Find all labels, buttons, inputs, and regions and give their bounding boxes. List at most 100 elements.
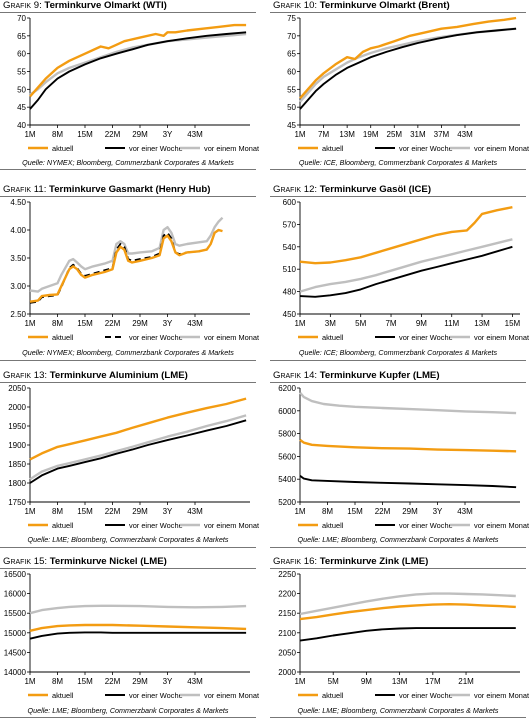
bottom-rule: [0, 360, 256, 361]
y-tick-label: 2200: [278, 590, 296, 599]
y-tick-label: 3.50: [10, 254, 26, 263]
y-tick-label: 3.00: [10, 282, 26, 291]
series-line-vor-einem-monat: [299, 238, 513, 293]
panel-title: Grafik 16: Terminkurve Zink (LME): [273, 556, 428, 567]
bottom-rule: [270, 360, 526, 361]
bottom-rule: [270, 717, 526, 718]
chart-svg: 5200 5400 5600 5800 6000 6200 1M 8M 15M 22M 29M 3Y 4…: [278, 384, 529, 530]
x-tick-label: 22M: [105, 130, 121, 139]
legend-label: vor einer Woche: [129, 691, 183, 700]
legend-label: vor einer Woche: [129, 333, 183, 342]
x-tick-label: 43M: [187, 507, 203, 516]
x-tick-label: 22M: [375, 507, 391, 516]
x-tick-label: 15M: [347, 507, 363, 516]
chart-title: Terminkurve Gasmarkt (Henry Hub): [49, 184, 211, 195]
series-line-vor-einem-monat: [29, 604, 247, 615]
x-tick-label: 22M: [105, 319, 121, 328]
panel-title: Grafik 14: Terminkurve Kupfer (LME): [273, 370, 440, 381]
chart-svg: 450 480 510 540 570 600 1M 3M 5M 7M 9M 11M 13M 15M akt…: [283, 198, 529, 342]
y-tick-label: 6200: [278, 384, 296, 393]
chart-svg: 2.50 3.00 3.50 4.00 4.50 1M 8M 15M 22M 29M 3Y 43M ak…: [10, 198, 259, 342]
panel-title: Grafik 11: Terminkurve Gasmarkt (Henry H…: [3, 184, 210, 195]
y-tick-label: 480: [283, 288, 297, 297]
y-tick-label: 2100: [278, 629, 296, 638]
x-tick-label: 5M: [355, 319, 366, 328]
chart-svg: 1750 1800 1850 1900 1950 2000 2050 1M 8M 15M 22M 29…: [8, 384, 259, 530]
y-tick-label: 16500: [4, 570, 27, 579]
figure-label: Grafik 11:: [3, 184, 47, 195]
y-tick-label: 1850: [8, 460, 26, 469]
y-tick-label: 65: [287, 50, 296, 59]
source-note: Quelle: LME; Bloomberg, Commerzbank Corp…: [297, 706, 499, 715]
legend-label: vor einem Monat: [474, 333, 529, 342]
figure-label: Grafik 12:: [273, 184, 318, 195]
x-tick-label: 13M: [392, 677, 408, 686]
series-line-aktuell: [29, 397, 247, 461]
legend-label: aktuell: [322, 144, 344, 153]
legend-label: aktuell: [322, 691, 344, 700]
series-line-vor-einer-woche: [299, 245, 513, 298]
x-tick-label: 11M: [444, 319, 459, 328]
figure-label: Grafik 15:: [3, 556, 48, 567]
x-tick-label: 43M: [187, 130, 203, 139]
title-rule: [270, 568, 526, 569]
x-tick-label: 22M: [105, 507, 121, 516]
legend-label: vor einem Monat: [204, 521, 259, 530]
title-rule: [0, 12, 256, 13]
x-tick-label: 15M: [77, 507, 93, 516]
source-note: Quelle: ICE, Bloomberg, Commerzbank Corp…: [298, 158, 498, 167]
y-tick-label: 2000: [278, 668, 296, 677]
series-line-aktuell: [299, 16, 517, 100]
title-rule: [270, 382, 526, 383]
x-tick-label: 1M: [294, 677, 305, 686]
x-tick-label: 7M: [318, 130, 329, 139]
x-tick-label: 1M: [294, 507, 305, 516]
source-note: Quelle: LME; Bloomberg, Commerzbank Corp…: [297, 535, 499, 544]
legend-label: vor einem Monat: [204, 691, 259, 700]
figure-label: Grafik 16:: [273, 556, 318, 567]
x-tick-label: 17M: [425, 677, 441, 686]
series-line-aktuell: [29, 623, 247, 632]
x-tick-label: 22M: [105, 677, 121, 686]
series-line-vor-einem-monat: [29, 32, 247, 96]
y-tick-label: 5800: [278, 430, 296, 439]
x-tick-label: 7M: [385, 319, 396, 328]
x-tick-label: 29M: [132, 677, 148, 686]
y-tick-label: 2250: [278, 570, 296, 579]
x-tick-label: 13M: [474, 319, 490, 328]
source-note: Quelle: LME; Bloomberg, Commerzbank Corp…: [27, 706, 229, 715]
y-tick-label: 70: [17, 14, 26, 23]
chart-title: Terminkurve Kupfer (LME): [319, 370, 440, 381]
y-tick-label: 14500: [4, 648, 27, 657]
x-tick-label: 9M: [361, 677, 372, 686]
y-tick-label: 1750: [8, 498, 26, 507]
legend-label: vor einem Monat: [474, 144, 529, 153]
series-line-aktuell: [29, 228, 223, 303]
legend-label: aktuell: [52, 144, 74, 153]
title-rule: [270, 196, 526, 197]
x-tick-label: 43M: [457, 130, 473, 139]
x-tick-label: 3Y: [163, 319, 173, 328]
chart-title: Terminkurve Aluminium (LME): [49, 370, 188, 381]
x-tick-label: 29M: [132, 130, 148, 139]
x-tick-label: 43M: [187, 677, 203, 686]
x-tick-label: 3Y: [163, 130, 173, 139]
y-tick-label: 450: [283, 310, 297, 319]
x-tick-label: 29M: [132, 507, 148, 516]
legend-label: aktuell: [322, 521, 344, 530]
x-tick-label: 3Y: [163, 677, 173, 686]
y-tick-label: 2150: [278, 609, 296, 618]
y-tick-label: 15000: [4, 629, 27, 638]
x-tick-label: 43M: [457, 507, 473, 516]
y-tick-label: 6000: [278, 407, 296, 416]
legend-label: vor einer Woche: [129, 144, 183, 153]
x-tick-label: 8M: [52, 677, 63, 686]
y-tick-label: 15500: [4, 609, 27, 618]
x-tick-label: 15M: [77, 319, 93, 328]
x-tick-label: 37M: [434, 130, 450, 139]
series-line-vor-einer-woche: [299, 627, 516, 642]
x-tick-label: 5M: [328, 677, 339, 686]
y-tick-label: 14000: [4, 668, 27, 677]
legend-label: vor einer Woche: [399, 691, 453, 700]
x-tick-label: 8M: [52, 319, 63, 328]
